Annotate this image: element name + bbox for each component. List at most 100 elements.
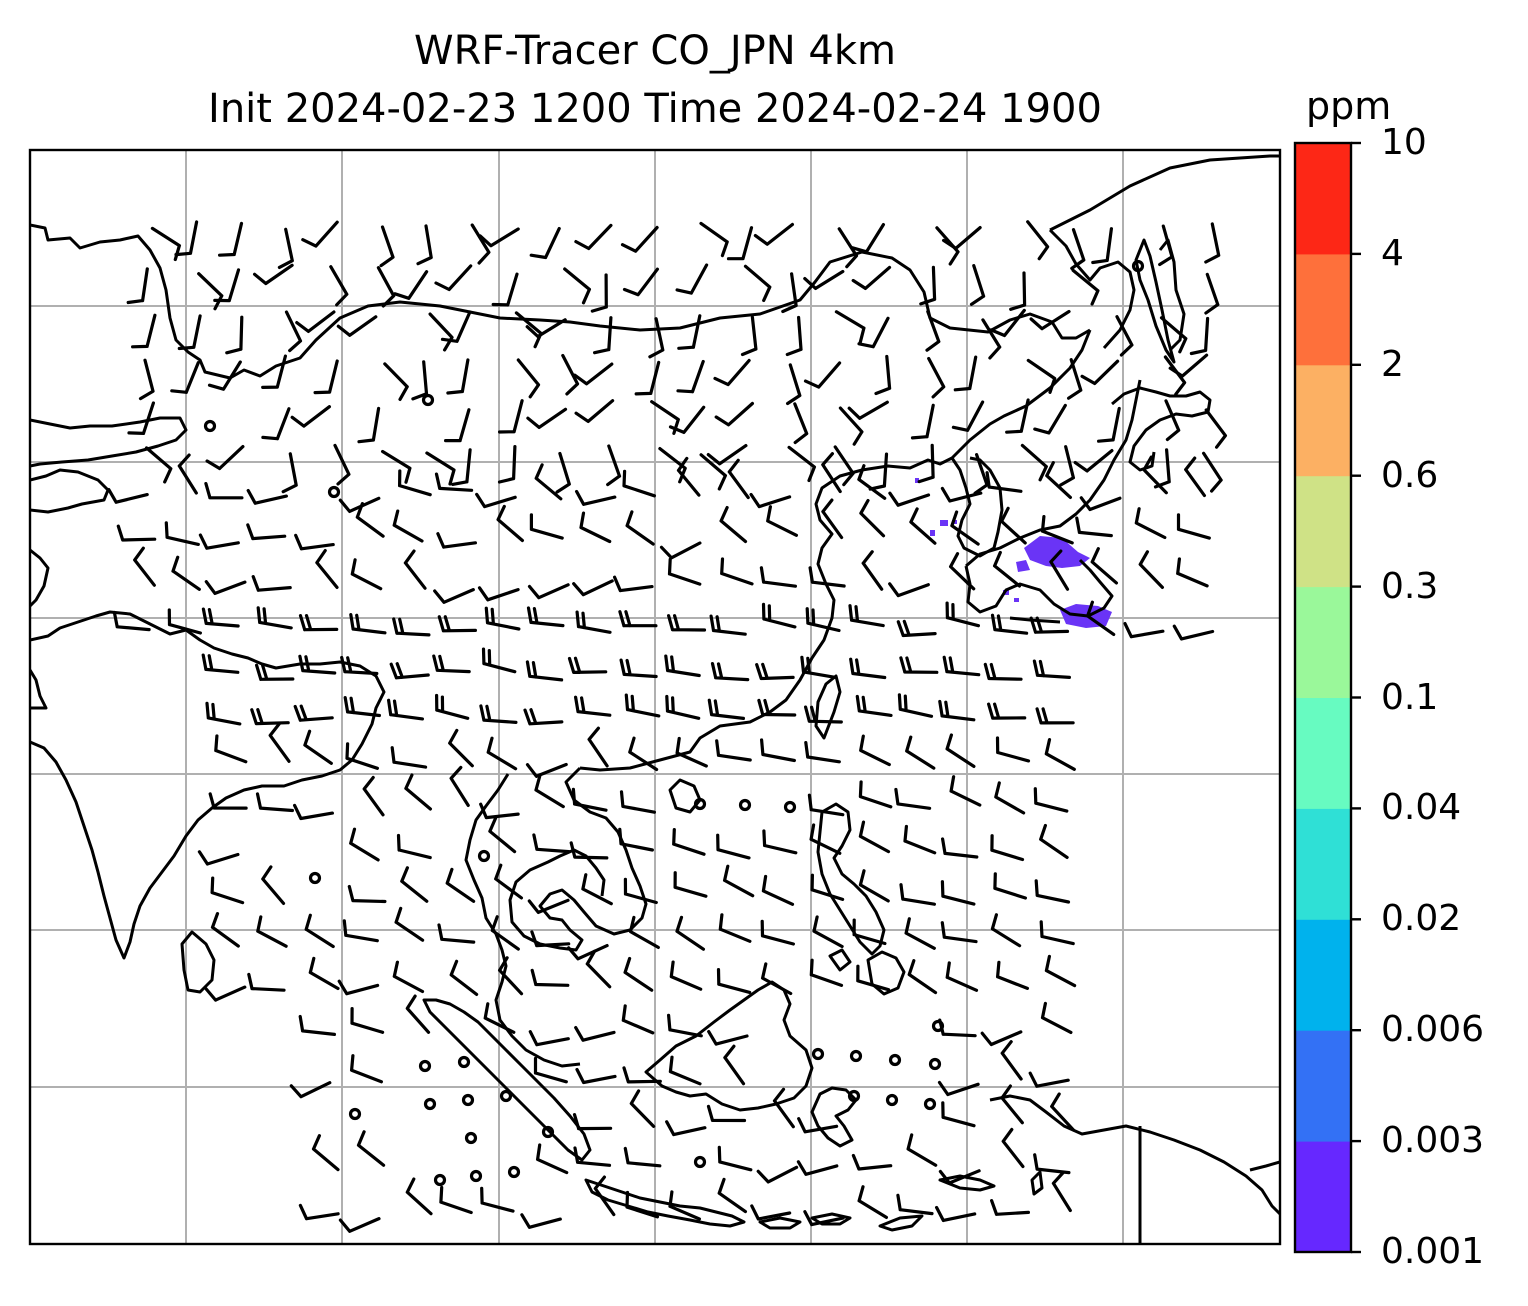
wind-barb [796, 1160, 839, 1176]
wind-barb [838, 406, 864, 446]
wind-barb [1049, 549, 1070, 591]
wind-barb [858, 869, 890, 903]
wind-barb [1176, 513, 1211, 540]
wind-barb [1075, 516, 1113, 538]
colorbar-segment [1295, 1030, 1351, 1142]
wind-barb [861, 550, 884, 591]
wind-barb-calm [477, 849, 491, 863]
wind-barb [528, 1030, 570, 1047]
wind-barb [293, 704, 334, 722]
wind-barb [664, 654, 701, 678]
wind-barb [525, 762, 568, 778]
wind-barb [990, 913, 1022, 948]
wind-barb [214, 734, 248, 764]
wind-barb [1202, 451, 1223, 493]
wind-barb [470, 223, 491, 265]
wind-barb [855, 694, 893, 717]
wind-barb [753, 222, 794, 246]
wind-barb [1134, 507, 1167, 540]
wind-barb [116, 524, 157, 542]
wind-barb [757, 698, 797, 717]
wind-barb [574, 695, 612, 717]
wind-barb [357, 406, 381, 444]
wind-barb [990, 834, 1025, 862]
wind-barb [761, 962, 793, 996]
wind-barb [805, 607, 841, 633]
wind-barb [532, 833, 571, 854]
wind-barb [127, 401, 155, 435]
wind-barb [201, 607, 240, 628]
wind-barb [772, 1087, 795, 1129]
wind-barb [743, 264, 772, 302]
wind-barb [983, 662, 1023, 681]
wind-barb-calm [693, 1155, 707, 1169]
wind-barb [990, 1199, 1030, 1216]
wind-barbs [107, 220, 1227, 1233]
wind-barb [261, 865, 286, 905]
wind-barb [1091, 227, 1113, 265]
wind-barb [479, 802, 520, 820]
wind-barb [218, 221, 244, 257]
wind-barb [246, 523, 287, 541]
wind-barb [433, 588, 475, 604]
wind-barb-calm [783, 800, 797, 814]
wind-barb [379, 225, 395, 268]
wind-barb-calm [738, 798, 752, 812]
wind-barb [387, 698, 424, 721]
graticule [30, 150, 1280, 1244]
colorbar-label: 0.02 [1381, 898, 1462, 940]
wind-barb [404, 773, 432, 811]
wind-barb [205, 701, 242, 726]
wind-barb [308, 956, 340, 991]
wind-barb [197, 850, 240, 866]
wind-barb [435, 693, 470, 720]
wind-barb-calm [418, 1059, 432, 1073]
wind-barb [910, 403, 935, 440]
wind-barb [1033, 1153, 1071, 1175]
wind-barb [675, 263, 709, 295]
wind-barb [488, 816, 517, 854]
wind-barb [204, 985, 247, 1002]
wind-barb-calm [469, 1169, 483, 1183]
wind-barb [634, 360, 661, 396]
wind-barb [1051, 1170, 1072, 1213]
wind-barb [672, 828, 706, 856]
wind-barb [498, 956, 524, 996]
wind-barb [995, 736, 1031, 763]
wind-barb [623, 956, 654, 992]
wind-barb [475, 492, 517, 509]
wind-barb [574, 223, 613, 251]
wind-barb [713, 358, 751, 387]
wind-barb-calm [308, 871, 322, 885]
wind-barb [383, 362, 409, 401]
wind-barb [253, 263, 294, 286]
wind-barb [985, 471, 1023, 493]
wind-barb-calm [327, 485, 341, 499]
wind-barb [888, 491, 931, 507]
wind-barb [107, 488, 149, 504]
wind-barb-calm [928, 1057, 942, 1071]
colorbar-segment [1295, 919, 1351, 1031]
wind-barb [376, 266, 396, 308]
wind-barb [665, 694, 701, 720]
wind-barb [857, 464, 887, 500]
wind-barb [857, 316, 890, 349]
wind-barb [434, 472, 474, 492]
wind-barb [800, 655, 837, 679]
wind-barb [993, 550, 1022, 588]
wind-barb [623, 877, 658, 905]
wind-barb [858, 820, 891, 854]
wind-barb [349, 827, 380, 862]
wind-barb [621, 1004, 655, 1035]
wind-barb [303, 729, 333, 765]
wind-barb [1172, 624, 1215, 641]
wind-barb [1086, 600, 1116, 636]
wind-barb [411, 360, 429, 401]
wind-barb [1123, 622, 1165, 639]
wind-barb [793, 402, 809, 445]
wind-barb [837, 227, 859, 269]
wind-barb [1184, 456, 1206, 498]
colorbar-label: 0.04 [1381, 787, 1462, 829]
wind-barb [281, 452, 298, 494]
wind-barb [1029, 616, 1070, 634]
